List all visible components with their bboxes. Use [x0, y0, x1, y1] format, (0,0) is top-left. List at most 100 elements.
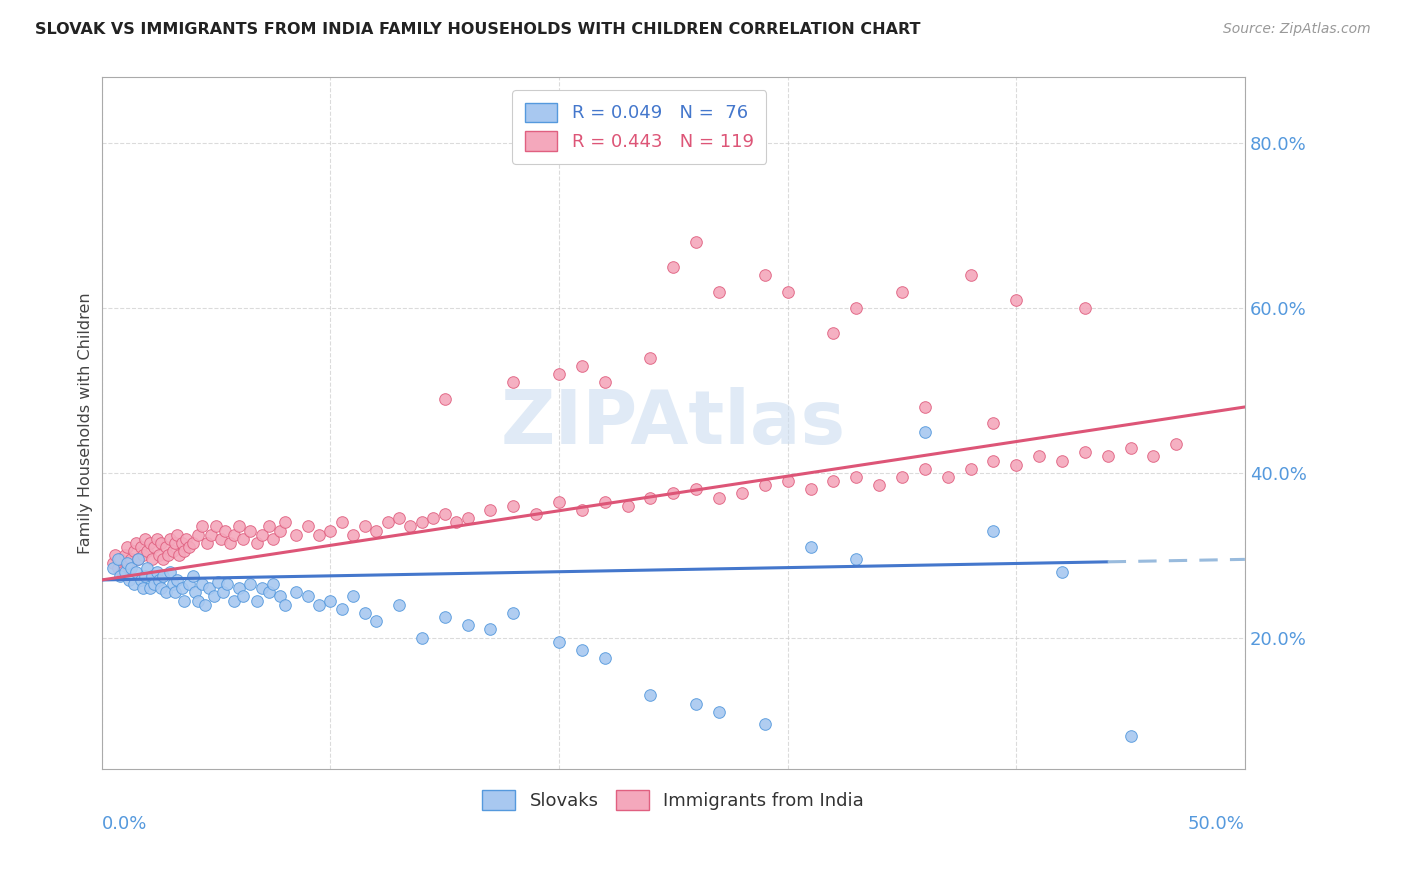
Text: 0.0%: 0.0%	[101, 814, 148, 833]
Point	[118, 560, 141, 574]
Point	[181, 569, 204, 583]
Point	[127, 552, 149, 566]
Point	[166, 527, 188, 541]
Point	[1028, 450, 1050, 464]
Point	[194, 598, 217, 612]
Point	[799, 540, 821, 554]
Point	[152, 569, 174, 583]
Point	[685, 697, 707, 711]
Point	[162, 577, 184, 591]
Point	[776, 474, 799, 488]
Point	[662, 260, 685, 274]
Point	[754, 478, 776, 492]
Point	[195, 536, 218, 550]
Point	[364, 614, 387, 628]
Point	[129, 540, 152, 554]
Point	[107, 560, 129, 574]
Point	[122, 544, 145, 558]
Point	[150, 536, 173, 550]
Point	[176, 532, 198, 546]
Point	[444, 516, 467, 530]
Point	[319, 524, 342, 538]
Point	[170, 581, 193, 595]
Point	[799, 483, 821, 497]
Point	[159, 532, 181, 546]
Point	[228, 519, 250, 533]
Point	[155, 540, 177, 554]
Point	[115, 557, 138, 571]
Point	[246, 593, 269, 607]
Point	[422, 511, 444, 525]
Point	[262, 532, 284, 546]
Point	[845, 552, 868, 566]
Point	[143, 540, 166, 554]
Point	[845, 470, 868, 484]
Point	[163, 536, 186, 550]
Point	[754, 268, 776, 282]
Point	[101, 557, 124, 571]
Point	[122, 577, 145, 591]
Text: 50.0%: 50.0%	[1188, 814, 1244, 833]
Point	[364, 524, 387, 538]
Point	[1097, 450, 1119, 464]
Point	[308, 598, 330, 612]
Point	[173, 544, 195, 558]
Point	[868, 478, 890, 492]
Point	[1050, 453, 1073, 467]
Point	[285, 527, 308, 541]
Point	[548, 634, 571, 648]
Point	[127, 552, 149, 566]
Point	[411, 631, 433, 645]
Point	[224, 593, 246, 607]
Point	[239, 524, 262, 538]
Point	[1074, 301, 1097, 315]
Point	[1119, 441, 1142, 455]
Point	[191, 577, 214, 591]
Point	[157, 548, 180, 562]
Point	[571, 643, 593, 657]
Point	[212, 585, 235, 599]
Point	[224, 527, 246, 541]
Point	[640, 351, 662, 365]
Point	[232, 590, 254, 604]
Point	[145, 565, 167, 579]
Point	[143, 577, 166, 591]
Point	[707, 705, 730, 719]
Point	[155, 585, 177, 599]
Point	[353, 606, 375, 620]
Point	[187, 527, 209, 541]
Point	[1119, 730, 1142, 744]
Point	[170, 536, 193, 550]
Point	[640, 688, 662, 702]
Point	[136, 560, 159, 574]
Point	[118, 573, 141, 587]
Point	[776, 285, 799, 299]
Point	[257, 585, 280, 599]
Point	[457, 511, 479, 525]
Point	[983, 453, 1005, 467]
Point	[169, 548, 191, 562]
Point	[139, 536, 162, 550]
Point	[273, 516, 295, 530]
Y-axis label: Family Households with Children: Family Households with Children	[79, 293, 93, 554]
Point	[114, 548, 136, 562]
Point	[111, 565, 134, 579]
Point	[207, 574, 229, 589]
Point	[502, 606, 524, 620]
Point	[250, 527, 273, 541]
Point	[845, 301, 868, 315]
Point	[330, 516, 353, 530]
Text: Source: ZipAtlas.com: Source: ZipAtlas.com	[1223, 22, 1371, 37]
Point	[433, 392, 456, 406]
Text: ZIPAtlas: ZIPAtlas	[501, 387, 846, 460]
Point	[479, 623, 502, 637]
Point	[548, 367, 571, 381]
Point	[308, 527, 330, 541]
Point	[141, 569, 163, 583]
Point	[173, 593, 195, 607]
Point	[162, 544, 184, 558]
Point	[685, 483, 707, 497]
Point	[134, 569, 156, 583]
Point	[104, 548, 127, 562]
Point	[571, 503, 593, 517]
